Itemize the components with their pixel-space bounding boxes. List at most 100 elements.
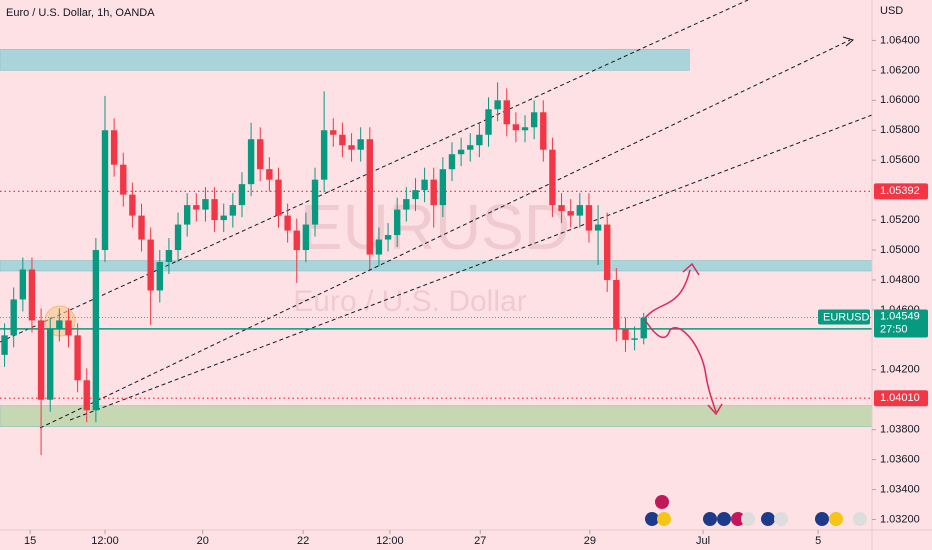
candle-body (439, 169, 447, 206)
candle-body (567, 211, 574, 216)
candle-body (576, 205, 584, 216)
candle-body (503, 100, 510, 125)
event-icons (645, 495, 867, 526)
x-tick-label: 27 (474, 535, 486, 547)
symbol-box (818, 309, 870, 325)
candle-body (366, 139, 373, 255)
candle-body (375, 239, 383, 255)
candle-body (129, 194, 136, 216)
arrow-up (644, 269, 691, 319)
candle-body (110, 130, 118, 165)
candle-body (485, 109, 492, 135)
event-icon (731, 512, 745, 526)
event-icon (657, 512, 671, 526)
candle-body (183, 205, 191, 225)
y-tick-label: 1.03400 (880, 483, 920, 495)
y-tick-label: 1.06200 (880, 64, 920, 76)
arrow-head (842, 36, 855, 47)
candle-body (457, 149, 465, 155)
candle-body (348, 145, 355, 150)
y-tick-label: 1.05600 (880, 154, 920, 166)
candle-body (421, 179, 428, 191)
channel-line (39, 39, 851, 429)
candle-body (384, 235, 392, 240)
candle-body (120, 164, 127, 195)
symbol-label: EURUSD (823, 311, 870, 323)
chart-title: Euro / U.S. Dollar, 1h, OANDA (6, 7, 155, 19)
y-tick-label: 1.05000 (880, 244, 920, 256)
candle-body (56, 320, 63, 330)
event-icon (774, 512, 788, 526)
level-label: 1.04010 (880, 392, 920, 404)
projection-arrows (644, 262, 723, 416)
candles (1, 82, 647, 456)
y-tick-label: 1.06400 (880, 34, 920, 46)
candle-body (476, 134, 483, 146)
x-tick-label: 12:00 (376, 535, 404, 547)
candle-body (202, 199, 209, 210)
zone (0, 405, 873, 427)
candle-body (28, 269, 36, 321)
y-tick-label: 1.03200 (880, 513, 920, 525)
candle-body (549, 149, 556, 206)
candle-body (74, 335, 81, 381)
last-price-box (874, 309, 928, 338)
candle-body (430, 179, 437, 206)
level-label: 1.05392 (880, 185, 920, 197)
candle-body (238, 184, 246, 206)
channel-line (69, 114, 873, 421)
candle-body (165, 250, 173, 263)
arrow-down (644, 319, 717, 413)
y-tick-label: 1.04200 (880, 364, 920, 376)
candle-body (211, 199, 218, 221)
candle-body (640, 317, 647, 339)
candle-body (403, 199, 410, 210)
candle-body (266, 169, 273, 180)
candle-body (467, 145, 474, 150)
candle-body (494, 100, 501, 110)
candle-body (320, 130, 328, 180)
candle-body (220, 215, 227, 221)
candle-body (412, 190, 419, 200)
level-label-box (874, 390, 928, 407)
candle-body (284, 215, 291, 231)
candle-body (229, 205, 237, 216)
candle-body (622, 329, 629, 340)
event-icon (645, 512, 659, 526)
event-icon (761, 512, 775, 526)
event-icon (717, 512, 731, 526)
candle-body (604, 224, 611, 280)
x-tick-label: 22 (297, 535, 309, 547)
x-tick-label: 12:00 (91, 535, 119, 547)
candle-body (293, 230, 300, 251)
y-tick-label: 1.03800 (880, 424, 920, 436)
x-tick-label: Jul (696, 535, 710, 547)
candle-body (147, 239, 154, 291)
candle-body (65, 320, 72, 336)
currency-label: USD (880, 5, 903, 17)
arrow-head (682, 262, 700, 276)
candle-body (138, 215, 145, 240)
event-icon (853, 512, 867, 526)
candle-body (10, 299, 17, 336)
candle-body (613, 279, 620, 330)
watermark-subtitle: Euro / U.S. Dollar (293, 285, 526, 318)
last-price-label: 1.04549 (880, 310, 920, 322)
candle-body (247, 139, 255, 185)
candle-body (92, 250, 100, 411)
event-icon (703, 512, 717, 526)
zone (0, 49, 690, 71)
y-tick-label: 1.05200 (880, 214, 920, 226)
candle-body (174, 224, 182, 251)
candle-body (357, 139, 364, 150)
candle-body (330, 130, 337, 135)
candle-body (631, 338, 638, 340)
candle-body (156, 262, 163, 291)
level-label-box (874, 183, 928, 200)
event-icon (655, 495, 669, 509)
candle-body (339, 134, 346, 146)
candle-body (558, 205, 565, 212)
